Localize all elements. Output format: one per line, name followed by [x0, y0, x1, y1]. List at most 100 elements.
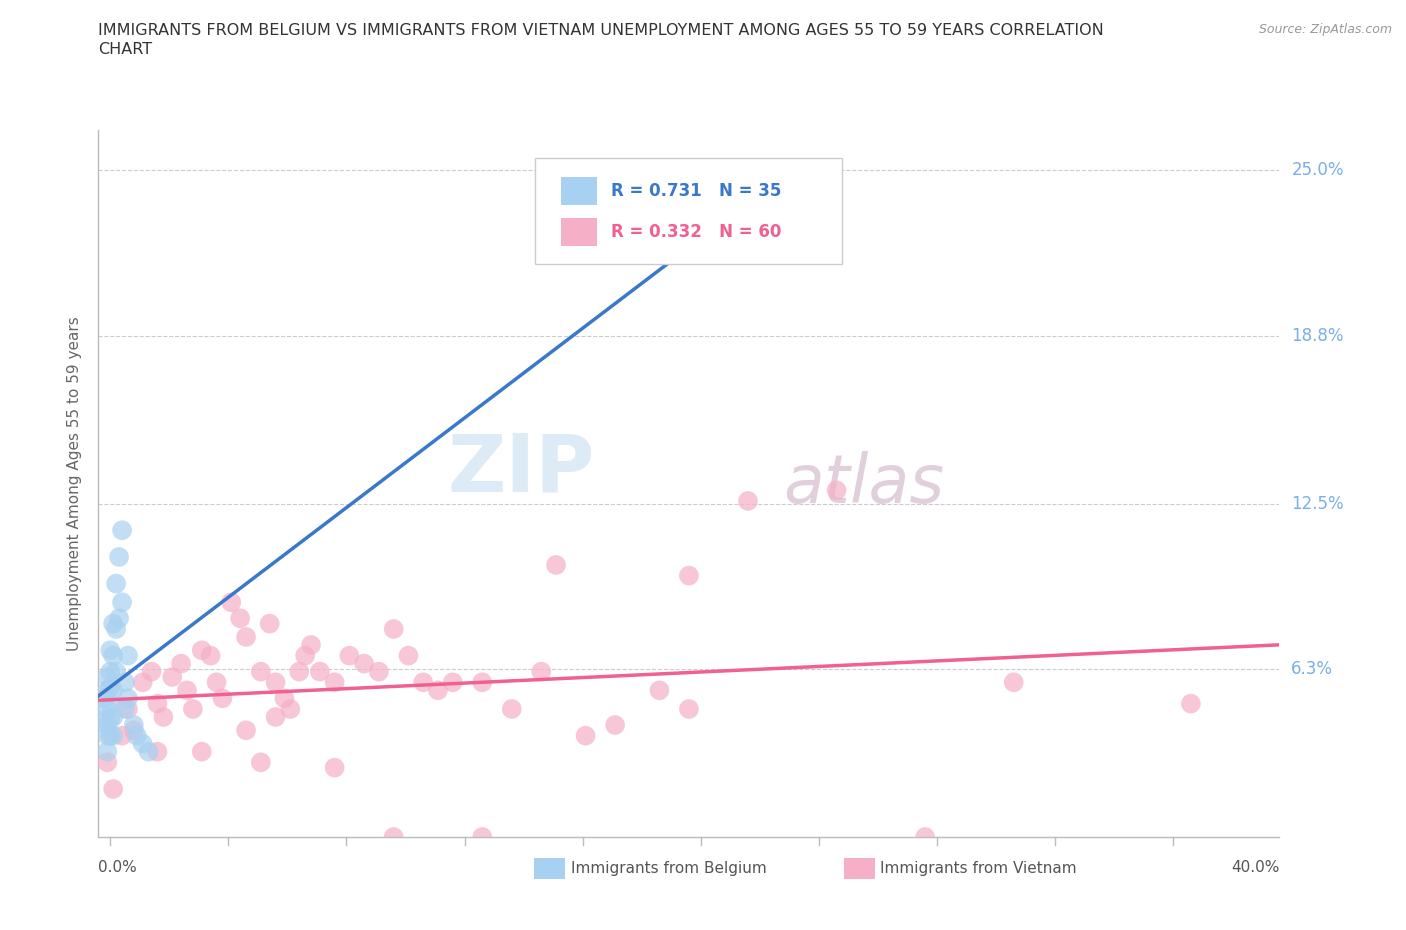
Point — [96, 701, 118, 716]
Point — [605, 718, 627, 733]
Text: CHART: CHART — [98, 42, 152, 57]
Text: 18.8%: 18.8% — [1291, 326, 1344, 345]
Point — [98, 697, 121, 711]
Point — [117, 648, 139, 663]
Text: ZIP: ZIP — [447, 431, 595, 509]
Point — [96, 755, 118, 770]
Point — [441, 675, 464, 690]
Point — [176, 683, 198, 698]
Point — [122, 723, 145, 737]
Text: R = 0.731   N = 35: R = 0.731 N = 35 — [612, 182, 782, 200]
Point — [96, 683, 118, 698]
Point — [1002, 675, 1025, 690]
Point — [471, 675, 494, 690]
Point — [1180, 697, 1202, 711]
Point — [98, 728, 121, 743]
Point — [96, 718, 118, 733]
Point — [205, 675, 228, 690]
Point — [108, 611, 131, 626]
Point — [111, 728, 134, 743]
Point — [382, 830, 405, 844]
Point — [117, 701, 139, 716]
Point — [200, 648, 222, 663]
Point — [138, 744, 160, 759]
Point — [501, 701, 523, 716]
Point — [250, 755, 273, 770]
Point — [170, 657, 193, 671]
Point — [117, 691, 139, 706]
FancyBboxPatch shape — [536, 158, 842, 264]
Point — [93, 691, 115, 706]
Point — [427, 683, 450, 698]
Point — [250, 664, 273, 679]
Point — [264, 675, 287, 690]
Bar — [561, 218, 596, 246]
Point — [98, 664, 121, 679]
Text: Source: ZipAtlas.com: Source: ZipAtlas.com — [1258, 23, 1392, 36]
Point — [273, 691, 295, 706]
Bar — [561, 177, 596, 206]
Point — [162, 670, 183, 684]
Point — [288, 664, 311, 679]
Point — [707, 211, 730, 226]
Point — [96, 744, 118, 759]
Point — [103, 781, 125, 796]
Point — [125, 728, 148, 743]
Point — [323, 760, 346, 775]
Point — [825, 483, 848, 498]
Text: 12.5%: 12.5% — [1291, 495, 1344, 512]
Text: 25.0%: 25.0% — [1291, 161, 1344, 179]
Point — [98, 680, 121, 695]
Point — [294, 648, 316, 663]
Point — [412, 675, 434, 690]
Y-axis label: Unemployment Among Ages 55 to 59 years: Unemployment Among Ages 55 to 59 years — [67, 316, 83, 651]
Point — [105, 577, 128, 591]
Point — [337, 648, 360, 663]
Point — [530, 664, 553, 679]
Point — [211, 691, 233, 706]
Point — [132, 675, 155, 690]
Point — [114, 675, 136, 690]
Point — [914, 830, 936, 844]
Text: R = 0.332   N = 60: R = 0.332 N = 60 — [612, 222, 782, 241]
Point — [259, 617, 281, 631]
Point — [278, 701, 302, 716]
Point — [105, 621, 128, 636]
Point — [96, 670, 118, 684]
Point — [132, 737, 155, 751]
Point — [219, 595, 242, 610]
Point — [309, 664, 332, 679]
Point — [103, 617, 125, 631]
Point — [264, 710, 287, 724]
Point — [103, 683, 125, 698]
Point — [299, 638, 322, 653]
Point — [191, 744, 214, 759]
Text: Immigrants from Belgium: Immigrants from Belgium — [571, 861, 766, 876]
Point — [235, 723, 257, 737]
Point — [98, 712, 121, 727]
Point — [235, 630, 257, 644]
Text: 6.3%: 6.3% — [1291, 660, 1333, 678]
Text: 40.0%: 40.0% — [1232, 860, 1279, 875]
Point — [737, 494, 759, 509]
Text: 0.0%: 0.0% — [98, 860, 138, 875]
Point — [98, 643, 121, 658]
Point — [108, 550, 131, 565]
Point — [146, 697, 169, 711]
Point — [648, 683, 671, 698]
Point — [103, 728, 125, 743]
Point — [396, 648, 419, 663]
Point — [111, 523, 134, 538]
Point — [323, 675, 346, 690]
Point — [574, 728, 596, 743]
Point — [105, 664, 128, 679]
Point — [181, 701, 204, 716]
Text: Immigrants from Vietnam: Immigrants from Vietnam — [880, 861, 1077, 876]
Point — [471, 830, 494, 844]
Point — [103, 710, 125, 724]
Point — [229, 611, 252, 626]
Point — [382, 621, 405, 636]
Point — [103, 648, 125, 663]
Point — [353, 657, 375, 671]
Point — [678, 568, 700, 583]
